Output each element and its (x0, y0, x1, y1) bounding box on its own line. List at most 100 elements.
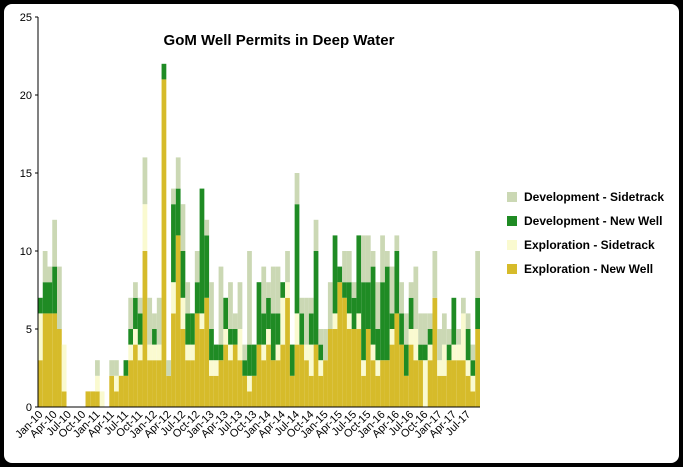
bar-segment (218, 360, 224, 407)
bar-segment (332, 313, 338, 329)
bar-segment (218, 266, 224, 345)
bar-segment (365, 235, 371, 283)
bar-segment (142, 251, 148, 407)
bar-segment (137, 360, 143, 407)
bar-segment (318, 329, 324, 345)
legend-label: Development - New Well (524, 214, 662, 228)
bar-segment (456, 329, 461, 345)
bar-segment (223, 344, 229, 407)
bar-segment (247, 375, 252, 392)
bar-segment (465, 329, 471, 361)
bar-segment (147, 297, 153, 345)
bar-segment (375, 329, 381, 361)
bar-segment (337, 282, 343, 407)
bar-segment (232, 313, 238, 329)
bar-segment (251, 375, 257, 407)
bar-segment (185, 282, 191, 314)
bar-segment (427, 344, 433, 361)
bar-segment (351, 297, 357, 329)
bar-segment (451, 344, 457, 361)
bar-segment (109, 375, 115, 407)
bar-segment (118, 375, 124, 407)
bar-segment (470, 360, 476, 376)
bar-segment (308, 344, 314, 376)
bar-segment (375, 282, 381, 329)
bar-segment (475, 251, 480, 298)
y-tick-label: 10 (20, 246, 32, 258)
bar-segment (394, 251, 400, 314)
bar-segment (361, 282, 366, 361)
bar-segment (323, 360, 328, 407)
bar-segment (418, 360, 423, 407)
bar-segment (346, 313, 352, 329)
bar-segment (156, 344, 162, 361)
bar-segment (171, 313, 176, 407)
bar-segment (427, 313, 433, 329)
bar-segment (465, 313, 471, 329)
bar-segment (289, 344, 295, 376)
bar-segment (199, 329, 205, 407)
bar-segment (342, 282, 347, 298)
bar-segment (389, 344, 395, 407)
bar-segment (237, 329, 243, 361)
bar-segment (261, 266, 267, 314)
bar-segment (403, 344, 409, 376)
bar-segment (285, 251, 290, 283)
bar-segment (38, 313, 43, 361)
bar-segment (389, 266, 395, 314)
bar-segment (228, 360, 233, 407)
bar-segment (318, 360, 324, 376)
bar-segment (61, 391, 67, 407)
bar-segment (280, 282, 286, 298)
legend-label: Exploration - Sidetrack (524, 238, 655, 252)
bar-segment (342, 251, 347, 283)
bar-segment (166, 375, 172, 407)
bar-segment (285, 282, 290, 298)
bar-segment (194, 282, 200, 314)
bar-segment (294, 204, 300, 314)
bar-segment (327, 329, 333, 407)
bar-segment (270, 266, 276, 314)
bar-segment (166, 360, 172, 376)
bar-segment (95, 360, 100, 376)
bar-segment (465, 360, 471, 376)
bar-segment (133, 297, 138, 329)
bar-segment (228, 329, 233, 345)
bar-segment (460, 360, 466, 407)
bar-segment (180, 329, 186, 407)
bar-segment (470, 344, 476, 361)
chart: GoM Well Permits in Deep Water 0 5 10 15 20 2… (13, 12, 664, 441)
bar-segment (85, 391, 91, 407)
y-tick-label: 15 (20, 168, 32, 180)
bar-segment (308, 375, 314, 407)
bar-segment (437, 329, 442, 361)
bar-segment (57, 329, 62, 407)
bar-segment (180, 297, 186, 329)
bar-segment (432, 297, 438, 407)
bar-segment (304, 297, 309, 345)
bar-segment (389, 329, 395, 345)
bar-segment (199, 188, 205, 314)
bar-segment (418, 313, 423, 345)
bar-segment (380, 360, 385, 407)
bar-segment (437, 375, 442, 407)
bar-segment (346, 251, 352, 283)
bar-segment (161, 79, 167, 408)
bar-segment (375, 375, 381, 407)
bar-segment (171, 204, 176, 283)
bar-segment (137, 313, 143, 345)
bar-segment (299, 313, 305, 345)
bar-segment (175, 188, 181, 236)
bar-segment (137, 344, 143, 361)
bar-segment (337, 266, 343, 283)
bar-segment (42, 282, 48, 314)
bar-segment (275, 313, 281, 345)
bar-segment (456, 344, 461, 361)
bar-segment (422, 344, 428, 361)
bar-segment (408, 297, 414, 329)
bar-segment (261, 344, 267, 361)
bar-segment (128, 360, 134, 407)
bar-segment (446, 329, 452, 345)
bar-segment (332, 329, 338, 407)
bar-segment (171, 188, 176, 205)
